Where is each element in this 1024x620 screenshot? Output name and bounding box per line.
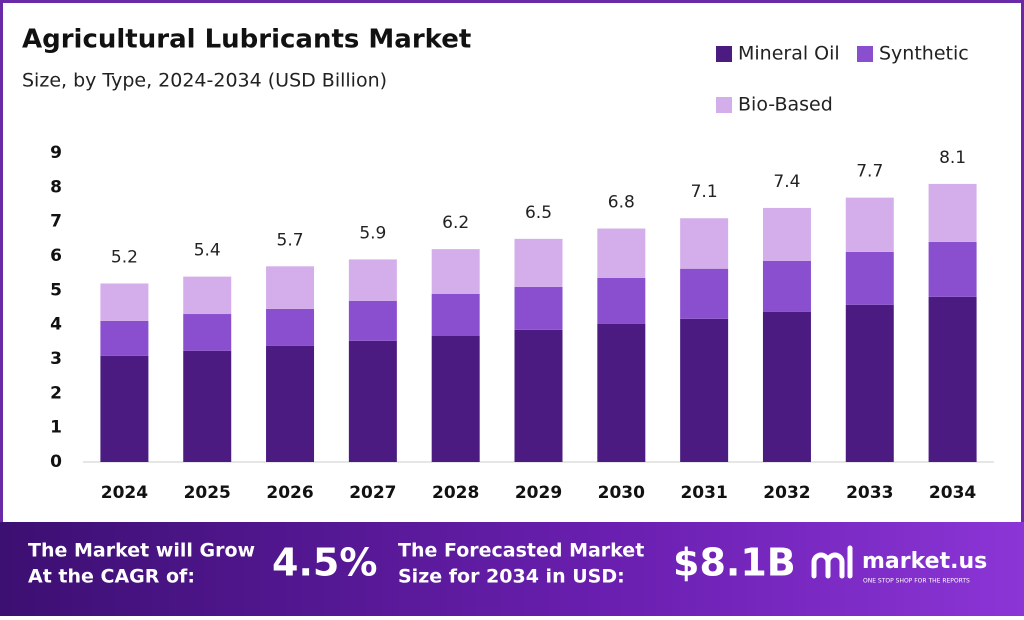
x-tick-label: 2034 xyxy=(929,483,976,503)
x-tick-label: 2025 xyxy=(184,483,231,503)
tagline: ONE STOP SHOP FOR THE REPORTS xyxy=(863,578,970,585)
chart-subtitle: Size, by Type, 2024-2034 (USD Billion) xyxy=(22,70,387,92)
bar-segment xyxy=(348,259,397,301)
bar-segment xyxy=(100,320,149,356)
bar-segment xyxy=(762,207,811,261)
total-label: 6.2 xyxy=(442,213,469,233)
bar-segment xyxy=(680,268,729,319)
x-tick-label: 2028 xyxy=(432,483,479,503)
total-label: 5.4 xyxy=(194,241,221,261)
bar-segment xyxy=(845,251,894,305)
bar-segment xyxy=(597,323,646,462)
bar-segment xyxy=(928,183,977,242)
y-tick-label: 8 xyxy=(50,177,62,197)
y-tick-label: 5 xyxy=(50,280,62,300)
legend-label: Bio-Based xyxy=(738,94,833,116)
legend-label: Mineral Oil xyxy=(738,43,840,65)
cagr-text: At the CAGR of: xyxy=(28,566,195,588)
bar-segment xyxy=(928,241,977,297)
cagr-text: The Market will Grow xyxy=(28,540,255,562)
bar-segment xyxy=(431,335,480,462)
bar-segment xyxy=(514,329,563,462)
y-tick-label: 3 xyxy=(50,349,62,369)
x-tick-label: 2027 xyxy=(349,483,396,503)
bar-segment xyxy=(348,340,397,462)
x-tick-label: 2030 xyxy=(598,483,645,503)
brand: market.us xyxy=(862,549,987,574)
bar-segment xyxy=(514,238,563,287)
bar-segment xyxy=(266,308,315,346)
bar-segment xyxy=(183,314,232,351)
bar-segment xyxy=(597,228,646,278)
bar-segment xyxy=(762,311,811,462)
bar-segment xyxy=(431,293,480,336)
legend-swatch xyxy=(857,46,873,62)
x-tick-label: 2032 xyxy=(763,483,810,503)
y-tick-label: 2 xyxy=(50,383,62,403)
bar-segment xyxy=(266,266,315,309)
total-label: 5.2 xyxy=(111,247,138,267)
bar-segment xyxy=(348,300,397,341)
brand-logo xyxy=(811,545,853,579)
bar-segment xyxy=(845,304,894,462)
total-label: 7.4 xyxy=(773,172,800,192)
footer-band xyxy=(0,522,1024,616)
total-label: 6.5 xyxy=(525,203,552,223)
y-tick-label: 9 xyxy=(50,143,62,163)
y-tick-label: 4 xyxy=(50,315,62,335)
bar-segment xyxy=(183,350,232,462)
bar-segment xyxy=(928,296,977,462)
y-tick-label: 7 xyxy=(50,212,62,232)
total-label: 7.7 xyxy=(856,162,883,182)
legend: Mineral Oil Synthetic Bio-Based xyxy=(716,43,969,116)
bar-segment xyxy=(680,318,729,462)
x-tick-label: 2026 xyxy=(266,483,313,503)
bar-segment xyxy=(845,197,894,252)
y-tick-label: 6 xyxy=(50,246,62,266)
bar-segment xyxy=(514,286,563,330)
legend-swatch xyxy=(716,46,732,62)
x-tick-label: 2024 xyxy=(101,483,148,503)
x-tick-label: 2029 xyxy=(515,483,562,503)
bar-segment xyxy=(680,218,729,269)
chart-title: Agricultural Lubricants Market xyxy=(22,25,471,55)
total-label: 5.9 xyxy=(359,223,386,243)
bar-segment xyxy=(597,277,646,324)
cagr-value: 4.5% xyxy=(272,541,377,585)
legend-label: Synthetic xyxy=(879,43,969,65)
bar-segment xyxy=(266,345,315,462)
bar-segment xyxy=(183,276,232,315)
y-tick-label: 1 xyxy=(50,418,62,438)
total-label: 5.7 xyxy=(277,230,304,250)
total-label: 7.1 xyxy=(691,182,718,202)
bar-segment xyxy=(100,355,149,462)
bar-segment xyxy=(762,260,811,312)
total-label: 6.8 xyxy=(608,193,635,213)
bar-segment xyxy=(100,283,149,321)
forecast-value: $8.1B xyxy=(673,541,796,585)
total-label: 8.1 xyxy=(939,148,966,168)
x-tick-label: 2031 xyxy=(680,483,727,503)
bar-segment xyxy=(431,249,480,294)
x-tick-label: 2033 xyxy=(846,483,893,503)
forecast-text: The Forecasted Market xyxy=(398,540,644,562)
y-tick-label: 0 xyxy=(50,452,62,472)
legend-swatch xyxy=(716,97,732,113)
forecast-text: Size for 2034 in USD: xyxy=(398,566,625,588)
